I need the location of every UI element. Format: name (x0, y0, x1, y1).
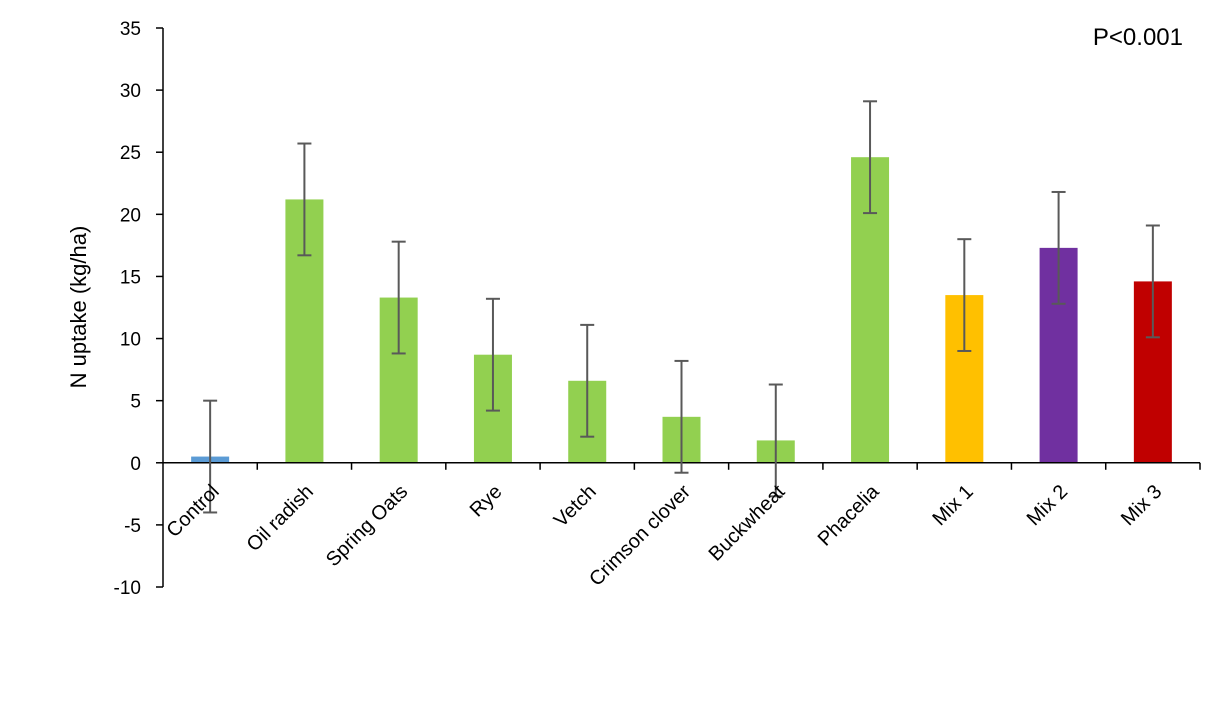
x-tick-label-mix-1: Mix 1 (928, 481, 977, 530)
y-axis-title: N uptake (kg/ha) (66, 226, 91, 389)
x-tick-label-crimson-clover: Crimson clover (585, 481, 695, 591)
y-tick-label: -5 (124, 516, 141, 537)
y-tick-label: 35 (120, 19, 141, 40)
y-tick-label: 25 (120, 143, 141, 164)
y-tick-label: 15 (120, 267, 141, 288)
x-tick-label-oil-radish: Oil radish (243, 481, 318, 556)
labels-layer: -10 -5 0 5 10 15 20 25 30 35 Control Oil radish Spri… (114, 19, 1167, 599)
y-tick-label: 10 (120, 330, 141, 351)
x-tick-label-rye: Rye (466, 481, 507, 522)
y-tick-label: 5 (130, 392, 141, 413)
x-tick-label-vetch: Vetch (550, 481, 601, 532)
x-tick-label-mix-2: Mix 2 (1023, 481, 1072, 530)
error-bars-layer (203, 100, 1160, 514)
y-tick-label: -10 (114, 578, 141, 599)
x-tick-label-phacelia: Phacelia (814, 480, 884, 550)
y-tick-label: 0 (130, 454, 141, 475)
y-tick-label: 20 (120, 205, 141, 226)
x-tick-label-mix-3: Mix 3 (1117, 481, 1166, 530)
y-tick-label: 30 (120, 81, 141, 102)
p-value-annotation: P<0.001 (1093, 24, 1183, 51)
x-tick-label-spring-oats: Spring Oats (322, 481, 412, 571)
x-tick-label-control: Control (163, 481, 224, 542)
x-tick-label-buckwheat: Buckwheat (705, 480, 790, 565)
